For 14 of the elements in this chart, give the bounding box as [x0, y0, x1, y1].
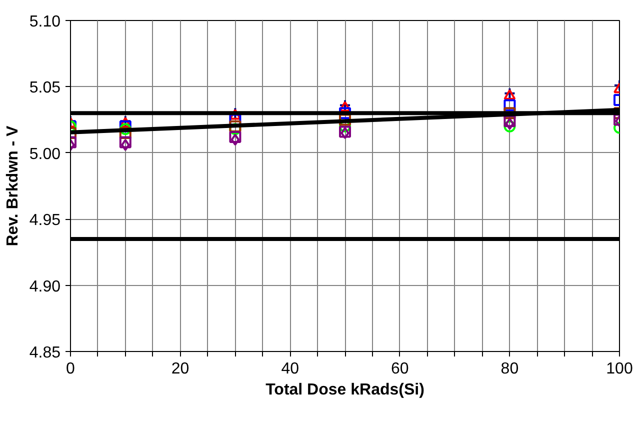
y-tick-label: 5.10: [29, 14, 61, 30]
y-tick-label: 4.95: [29, 212, 61, 230]
y-tick-label: 4.85: [29, 344, 61, 362]
y-tick-label: 5.05: [29, 80, 61, 97]
x-axis-title: Total Dose kRads(Si): [266, 382, 424, 398]
x-tick-label: 40: [281, 360, 300, 378]
y-tick-label: 5.00: [29, 146, 61, 163]
x-tick-label: 20: [171, 360, 190, 378]
x-tick-label: 0: [66, 360, 76, 378]
y-axis-title: Rev. Brkdwn - V: [4, 125, 22, 246]
y-tick-label: 4.90: [29, 278, 61, 296]
x-tick-label: 60: [391, 360, 409, 378]
x-tick-label: 100: [606, 360, 633, 378]
x-tick-label: 80: [500, 360, 519, 378]
